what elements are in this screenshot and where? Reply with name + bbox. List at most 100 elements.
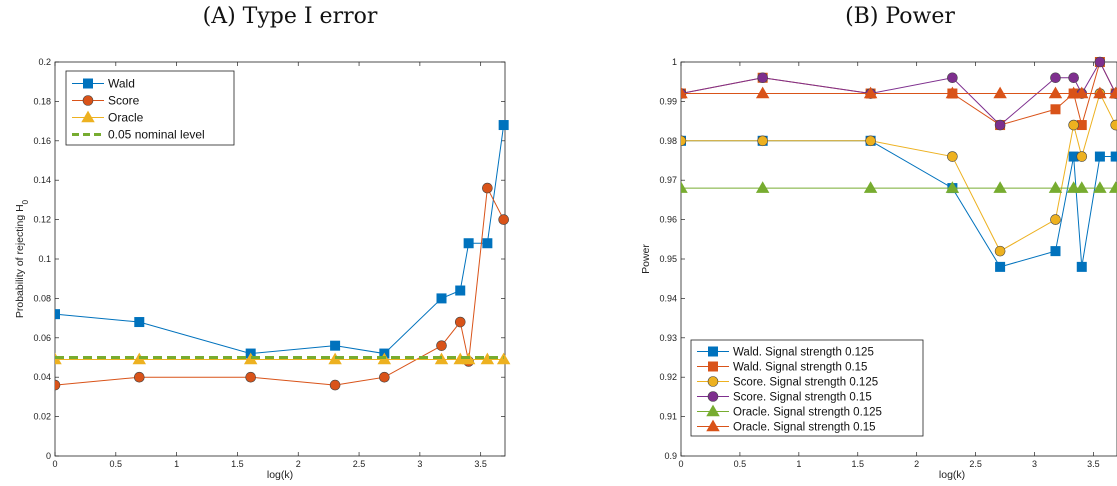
- data-point-1: [436, 340, 447, 351]
- legend-label: Wald. Signal strength 0.15: [733, 362, 867, 374]
- y-axis-label: Power: [640, 244, 652, 274]
- data-point-0: [1050, 246, 1061, 257]
- x-tick-label: 3.5: [1087, 459, 1100, 469]
- legend-label: Wald: [108, 77, 135, 91]
- data-point-4: [1066, 181, 1081, 193]
- y-tick-label: 0.16: [33, 136, 51, 146]
- legend-label: Oracle. Signal strength 0.125: [733, 407, 882, 419]
- y-tick-label: 0.18: [33, 96, 51, 106]
- y-tick-label: 0.14: [33, 175, 51, 185]
- data-point-4: [1075, 181, 1089, 193]
- data-point-1: [498, 214, 509, 225]
- data-point-5: [1108, 86, 1117, 99]
- x-tick-label: 3: [1032, 459, 1037, 469]
- data-point-5: [993, 86, 1007, 99]
- data-point-1: [133, 371, 145, 383]
- data-point-0: [134, 317, 145, 328]
- data-point-4: [945, 181, 960, 193]
- data-point-3: [1094, 56, 1106, 68]
- data-point-4: [755, 181, 770, 193]
- y-tick-label: 0.06: [33, 333, 51, 343]
- data-point-2: [865, 135, 876, 147]
- x-axis-label: log(k): [267, 469, 293, 481]
- y-tick-label: 0.98: [659, 136, 677, 146]
- data-point-3: [757, 72, 768, 84]
- data-point-4: [681, 181, 688, 193]
- legend-box: [690, 339, 924, 437]
- legend-label: Oracle: [108, 111, 144, 125]
- x-tick-label: 3.5: [474, 459, 487, 469]
- x-axis-label: log(k): [939, 469, 965, 481]
- data-point-2: [1110, 119, 1117, 131]
- x-tick-label: 0.5: [734, 459, 747, 469]
- x-tick-label: 3: [417, 459, 422, 469]
- y-tick-label: 1: [672, 57, 677, 67]
- data-point-2: [947, 151, 958, 162]
- data-point-1: [379, 371, 390, 383]
- data-point-5: [863, 86, 878, 99]
- data-point-1: [329, 379, 341, 391]
- data-point-2: [1076, 151, 1088, 162]
- data-point-0: [1110, 151, 1117, 162]
- data-point-3: [947, 72, 958, 84]
- series-line-2: [681, 92, 1117, 252]
- legend-label: Score: [108, 94, 140, 108]
- data-point-1: [1050, 104, 1061, 115]
- y-tick-label: 0.1: [38, 254, 51, 264]
- y-tick-label: 0.91: [659, 412, 677, 422]
- data-point-5: [1093, 86, 1107, 99]
- y-tick-label: 0.93: [659, 333, 677, 343]
- legend-label: Score. Signal strength 0.125: [733, 377, 878, 389]
- legend-marker: [708, 361, 718, 372]
- data-point-1: [55, 379, 61, 391]
- data-point-0: [482, 238, 493, 249]
- y-tick-label: 0.9: [664, 451, 677, 461]
- chart-panel-0: 0 0.5 1 1.5 2 2.5 3 3.5 0 0.02 0.04 0.06 0.08 0.1 0.12…: [14, 57, 511, 481]
- data-point-0: [1094, 151, 1105, 162]
- data-point-0: [463, 238, 474, 249]
- data-point-3: [1068, 72, 1079, 84]
- data-point-1: [482, 182, 493, 194]
- series-group: [55, 120, 511, 391]
- chart-panel-1: 0 0.5 1 1.5 2 2.5 3 3.5 0.9 0.91 0.92 0.93 0.94 0.95 0…: [640, 56, 1117, 481]
- x-tick-label: 2.5: [353, 459, 366, 469]
- y-tick-label: 0: [46, 451, 51, 461]
- series-group: [681, 56, 1117, 272]
- x-tick-label: 1.5: [231, 459, 244, 469]
- data-point-0: [436, 293, 447, 304]
- legend-marker: [82, 95, 94, 106]
- data-point-2: [757, 135, 768, 147]
- data-point-4: [1048, 181, 1063, 193]
- legend: Wald Score Oracle 0.05 nominal level: [65, 70, 235, 146]
- data-point-0: [55, 309, 60, 320]
- data-point-2: [994, 245, 1006, 257]
- x-tick-label: 0.5: [110, 459, 123, 469]
- legend-marker: [83, 78, 93, 89]
- legend: Wald. Signal strength 0.125 Wald. Signal …: [690, 339, 924, 437]
- y-tick-label: 0.08: [33, 293, 51, 303]
- x-tick-label: 0: [678, 459, 683, 469]
- data-point-0: [995, 261, 1006, 272]
- y-tick-label: 0.95: [659, 254, 677, 264]
- legend-marker: [707, 391, 719, 402]
- y-tick-label: 0.92: [659, 372, 677, 382]
- data-point-4: [993, 181, 1007, 193]
- legend-marker: [707, 376, 719, 387]
- data-point-2: [1050, 214, 1061, 225]
- y-tick-label: 0.2: [38, 57, 51, 67]
- legend-label: Score. Signal strength 0.15: [733, 392, 872, 404]
- y-axis-label: Probability of rejecting H0: [14, 199, 30, 318]
- panel-a-title: (A) Type I error: [202, 4, 378, 29]
- data-point-1: [245, 371, 256, 383]
- y-tick-label: 0.04: [33, 372, 51, 382]
- data-point-4: [1108, 181, 1117, 193]
- x-tick-label: 1.5: [851, 459, 864, 469]
- data-point-2: [1068, 119, 1079, 131]
- y-tick-label: 0.02: [33, 412, 51, 422]
- data-point-2: [681, 135, 687, 147]
- x-tick-label: 0: [52, 459, 57, 469]
- legend-marker: [706, 404, 720, 417]
- panel-b-title: (B) Power: [845, 4, 955, 29]
- legend-marker: [706, 419, 720, 432]
